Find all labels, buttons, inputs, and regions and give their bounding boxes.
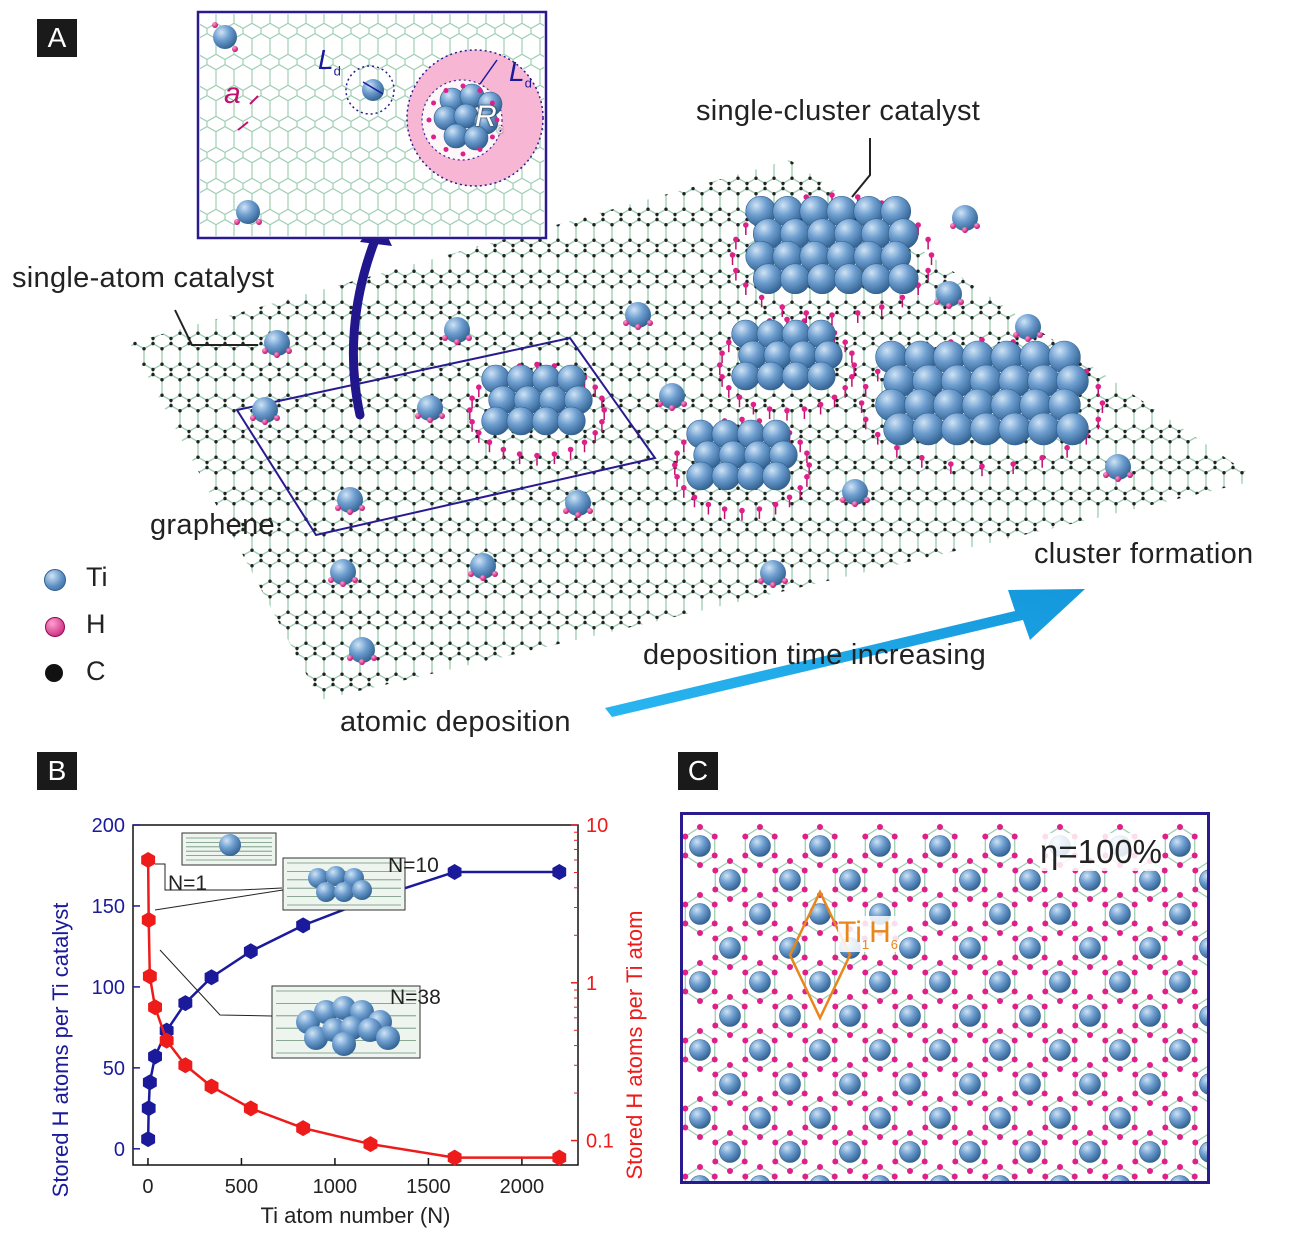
eta-label: η=100% — [1040, 833, 1163, 871]
data-point-per-atom — [296, 1120, 311, 1137]
legend: Ti H C — [42, 562, 142, 692]
y-right-tick-label: 10 — [586, 815, 608, 837]
panel-a-scene — [130, 10, 1258, 717]
annotation-inset-n10 — [282, 857, 406, 911]
annotation-n1: N=1 — [168, 872, 207, 895]
x-tick-label: 0 — [142, 1176, 153, 1198]
annotation-n38: N=38 — [390, 986, 441, 1009]
data-point-per-atom — [142, 968, 157, 985]
label-single-cluster-catalyst: single-cluster catalyst — [696, 95, 981, 127]
cluster-medium — [717, 316, 857, 421]
data-point-per-catalyst — [148, 1048, 162, 1065]
data-point-per-catalyst — [447, 864, 462, 880]
data-point-per-catalyst — [243, 943, 258, 960]
data-point-per-atom — [243, 1100, 258, 1117]
label-deposition-time: deposition time increasing — [643, 639, 987, 671]
y-left-tick-label: 100 — [92, 977, 125, 999]
x-tick-label: 2000 — [500, 1176, 545, 1198]
annotation-leader-n1 — [155, 863, 283, 891]
y-left-axis-label: Stored H atoms per Ti catalyst — [48, 903, 73, 1198]
deposition-arrow — [605, 589, 1085, 717]
data-point-per-atom — [159, 1032, 174, 1049]
panel-label-b: B — [37, 752, 77, 790]
plot-area — [132, 824, 579, 1166]
cluster-xlarge — [858, 337, 1106, 477]
annotation-n10: N=10 — [388, 854, 439, 877]
data-point-per-catalyst — [552, 864, 567, 880]
selection-frame — [235, 336, 657, 537]
data-point-per-atom — [141, 852, 156, 868]
inset-label-ld-left: Ld — [318, 44, 341, 79]
annotation-leader-n10 — [154, 889, 284, 911]
data-point-per-catalyst — [141, 1100, 156, 1117]
single-atom-leader — [174, 309, 258, 346]
y-left-tick-label: 50 — [103, 1058, 125, 1080]
ti-single-atoms — [250, 205, 1133, 665]
x-tick-label: 500 — [225, 1176, 258, 1198]
y-right-tick-label: 0.1 — [586, 1131, 614, 1153]
data-point-per-catalyst — [178, 995, 193, 1012]
data-point-per-atom — [148, 999, 162, 1016]
y-left-tick-label: 150 — [92, 896, 125, 918]
panel-c-lattice — [680, 812, 1210, 1184]
data-point-per-atom — [204, 1078, 219, 1095]
curved-arrow — [348, 235, 380, 420]
data-point-per-atom — [363, 1136, 378, 1153]
annotation-leader-n38 — [159, 949, 273, 1017]
legend-swatch-h — [45, 617, 65, 637]
x-tick-label: 1500 — [406, 1176, 451, 1198]
label-single-atom-catalyst: single-atom catalyst — [12, 262, 275, 294]
legend-label-h: H — [86, 609, 106, 639]
cluster-medium-2 — [672, 416, 812, 521]
single-cluster-leader — [851, 138, 871, 198]
data-point-per-catalyst — [142, 1074, 157, 1091]
y-right-tick-label: 1 — [586, 973, 597, 995]
cluster-small — [467, 361, 607, 466]
inset-label-a: a — [224, 77, 241, 110]
label-atomic-deposition: atomic deposition — [340, 706, 571, 738]
panel-label-a: A — [37, 19, 77, 57]
inset-label-ld-right: Ld — [509, 56, 532, 91]
inset-panel — [196, 10, 548, 240]
series-line-per-atom — [146, 859, 560, 1159]
legend-swatch-c — [45, 664, 63, 682]
data-point-per-atom — [447, 1149, 462, 1166]
label-graphene: graphene — [150, 509, 275, 541]
inset-label-rc: Rc — [475, 100, 504, 136]
cluster-large — [729, 192, 935, 325]
data-point-per-atom — [178, 1057, 193, 1074]
x-tick-label: 1000 — [313, 1176, 358, 1198]
data-point-per-catalyst — [296, 917, 311, 934]
y-left-tick-label: 0 — [114, 1139, 125, 1161]
label-cluster-formation: cluster formation — [1034, 538, 1254, 570]
legend-swatch-ti — [44, 569, 66, 591]
x-axis-label: Ti atom number (N) — [261, 1203, 451, 1228]
ti-clusters — [467, 192, 1106, 521]
panel-label-c: C — [678, 752, 718, 790]
legend-label-c: C — [86, 656, 106, 686]
data-point-per-catalyst — [141, 1131, 156, 1148]
y-left-tick-label: 200 — [92, 815, 125, 837]
y-right-axis-label: Stored H atoms per Ti atom — [622, 911, 647, 1180]
data-point-per-atom — [552, 1149, 567, 1166]
annotation-inset-n38 — [271, 985, 421, 1059]
legend-label-ti: Ti — [86, 562, 108, 592]
formula-label: Ti1H6 — [838, 916, 899, 952]
chart-b: 0 500 1000 1500 2000 0 50 100 150 200 0.1 1 10 Ti ato… — [48, 815, 647, 1228]
annotation-inset-n1 — [181, 832, 277, 866]
data-point-per-catalyst — [204, 969, 219, 986]
data-point-per-atom — [141, 912, 156, 928]
